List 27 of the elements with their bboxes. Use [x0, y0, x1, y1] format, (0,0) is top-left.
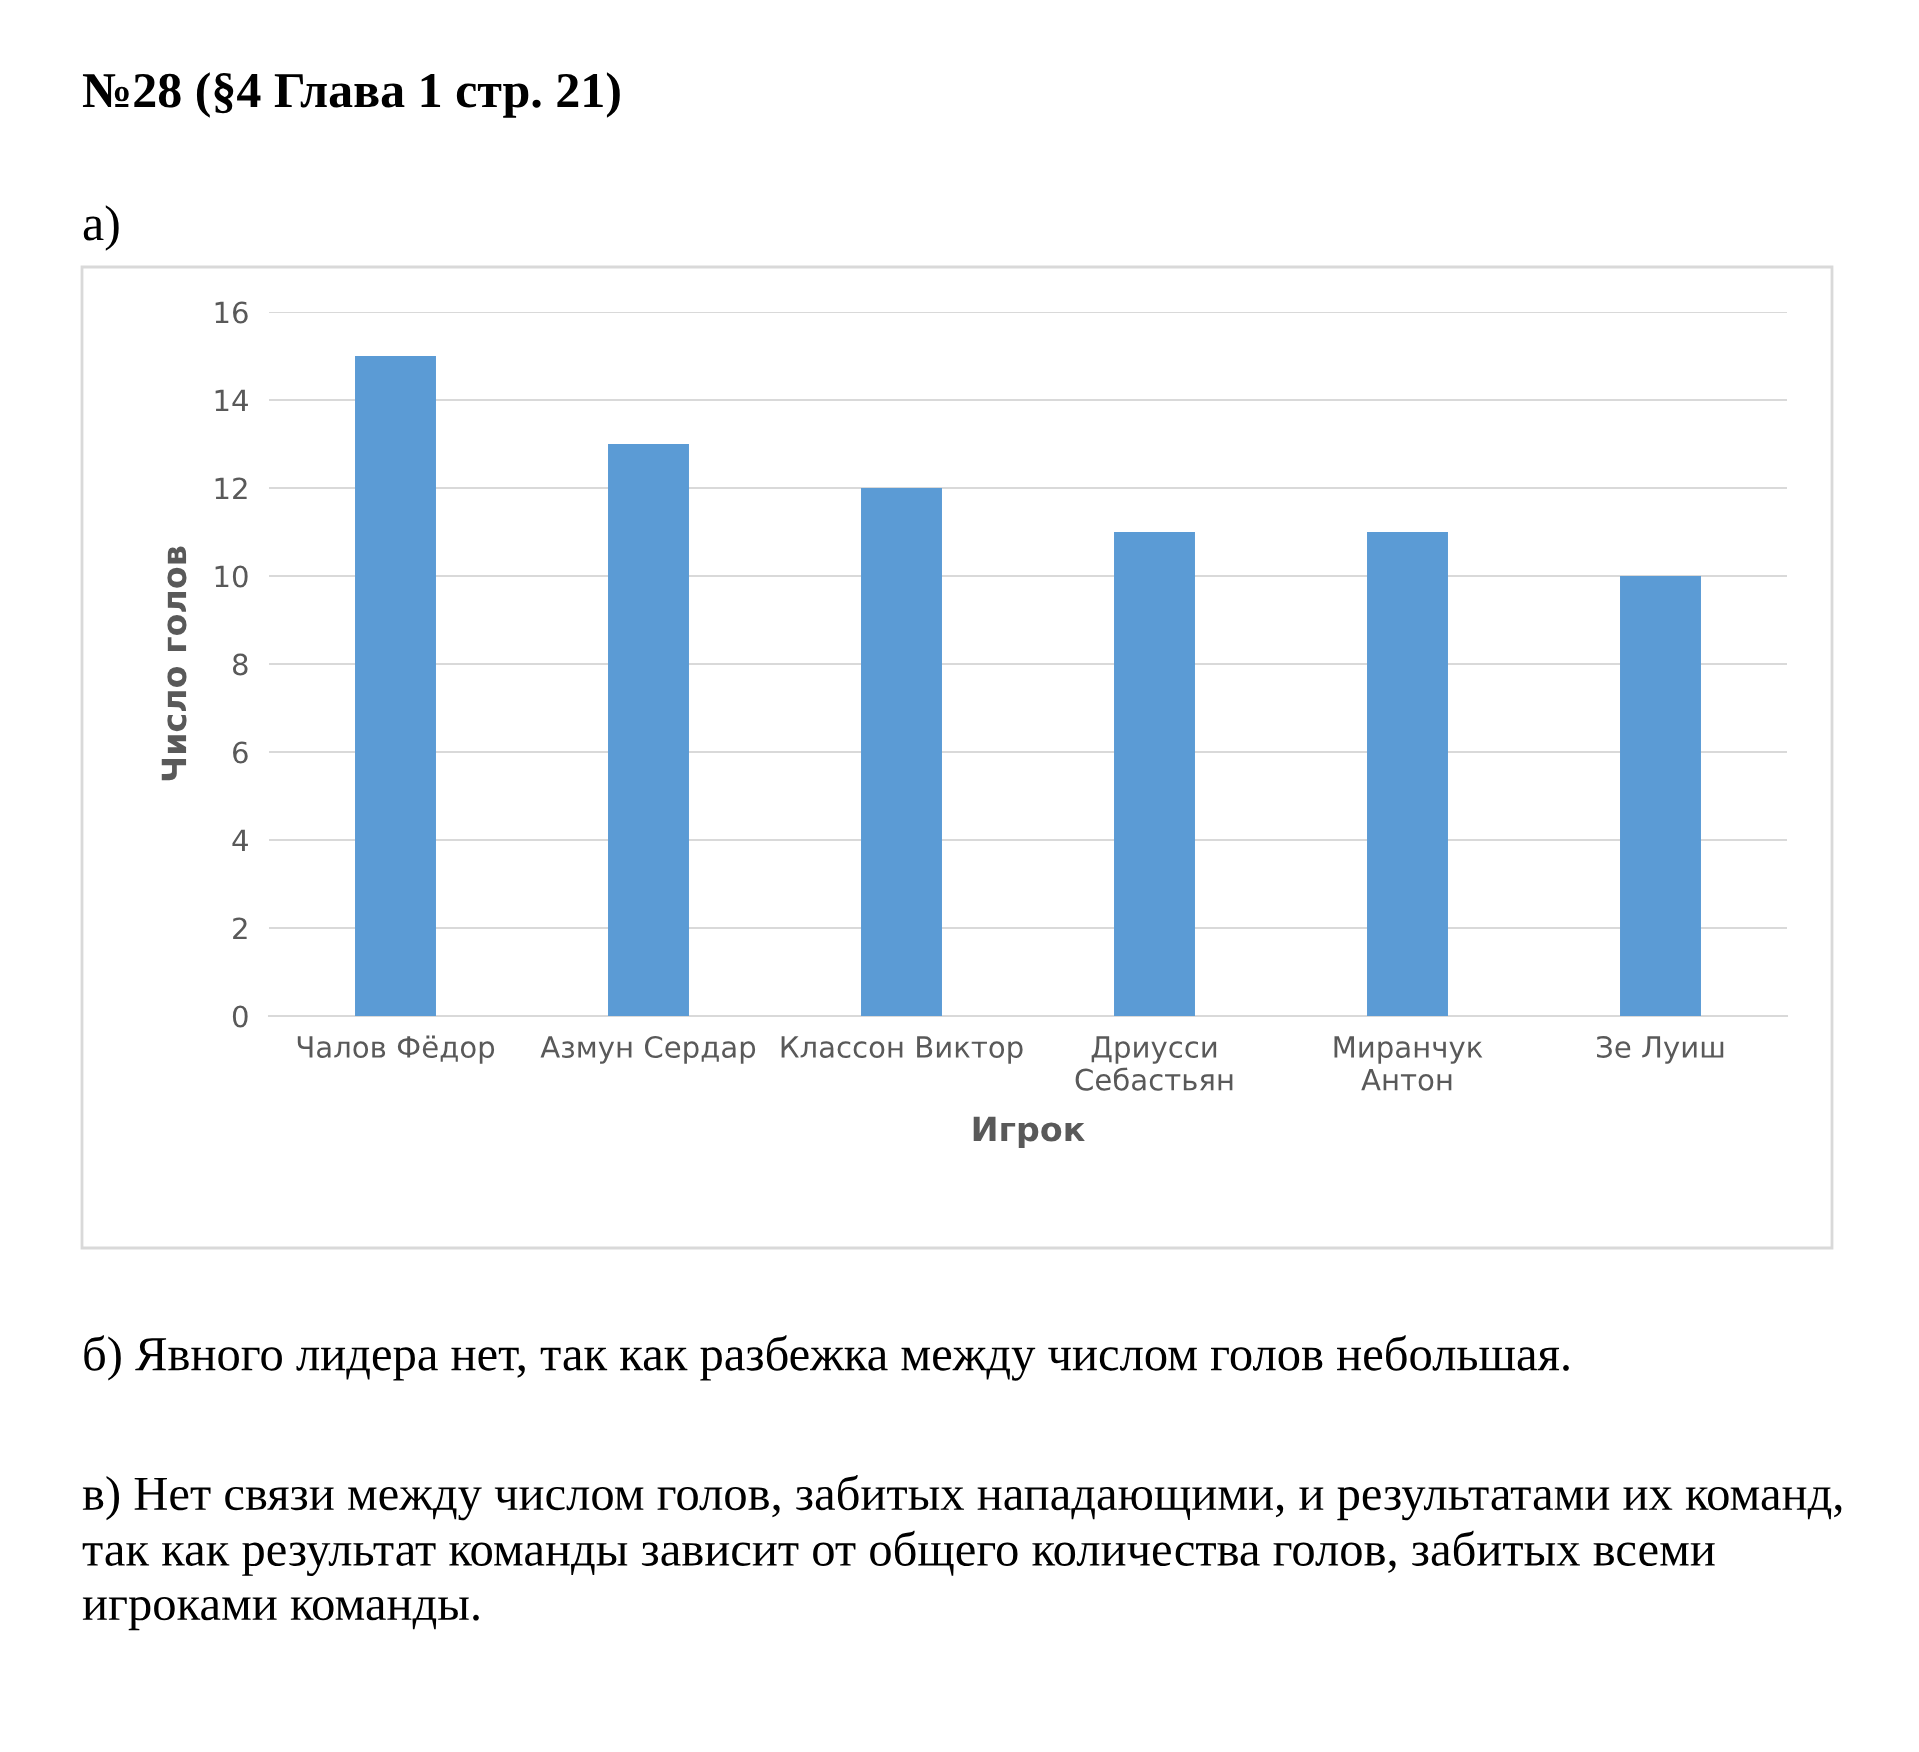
- bar: [608, 444, 689, 1016]
- y-tick-label: 6: [233, 741, 248, 764]
- x-tick-label: Миранчук Антон: [1334, 1036, 1483, 1091]
- x-tick-label: Зе Луиш: [1597, 1035, 1724, 1064]
- bar: [355, 356, 436, 1016]
- text: б) Явного лидера нет, так как разбежка между числом голов небольшая.: [84, 1335, 1569, 1381]
- x-tick-label: Классон Виктор: [781, 1036, 1023, 1064]
- y-tick-label: 12: [215, 477, 247, 500]
- y-tick-label: 4: [232, 829, 248, 852]
- x-axis-title: Игрок: [973, 1116, 1085, 1149]
- bar: [861, 488, 942, 1016]
- bar: [1367, 532, 1448, 1016]
- y-axis-title: Число голов: [161, 546, 187, 781]
- y-tick-label: 8: [232, 653, 248, 676]
- y-tick-label: 10: [215, 565, 248, 588]
- chart-title: №28 (§4 Глава 1 стр. 21): [82, 72, 620, 118]
- x-tick-label: Дриусси Себастьян: [1075, 1036, 1233, 1091]
- text: в) Нет связи между числом голов, забитых нападающими, и результатами их команд, так как результат команды зависит от общего количества голов, забитых всеми игроками команды.: [82, 1475, 1842, 1631]
- x-tick-label: Азмун Сердар: [540, 1035, 756, 1064]
- y-tick-label: 0: [232, 1005, 248, 1028]
- text: а): [83, 205, 119, 251]
- bar: [1114, 532, 1195, 1016]
- y-tick-label: 16: [215, 301, 248, 324]
- x-tick-label: Чалов Фёдор: [297, 1035, 495, 1064]
- bar: [1620, 576, 1701, 1016]
- y-tick-label: 2: [233, 917, 247, 940]
- y-tick-label: 14: [215, 389, 248, 412]
